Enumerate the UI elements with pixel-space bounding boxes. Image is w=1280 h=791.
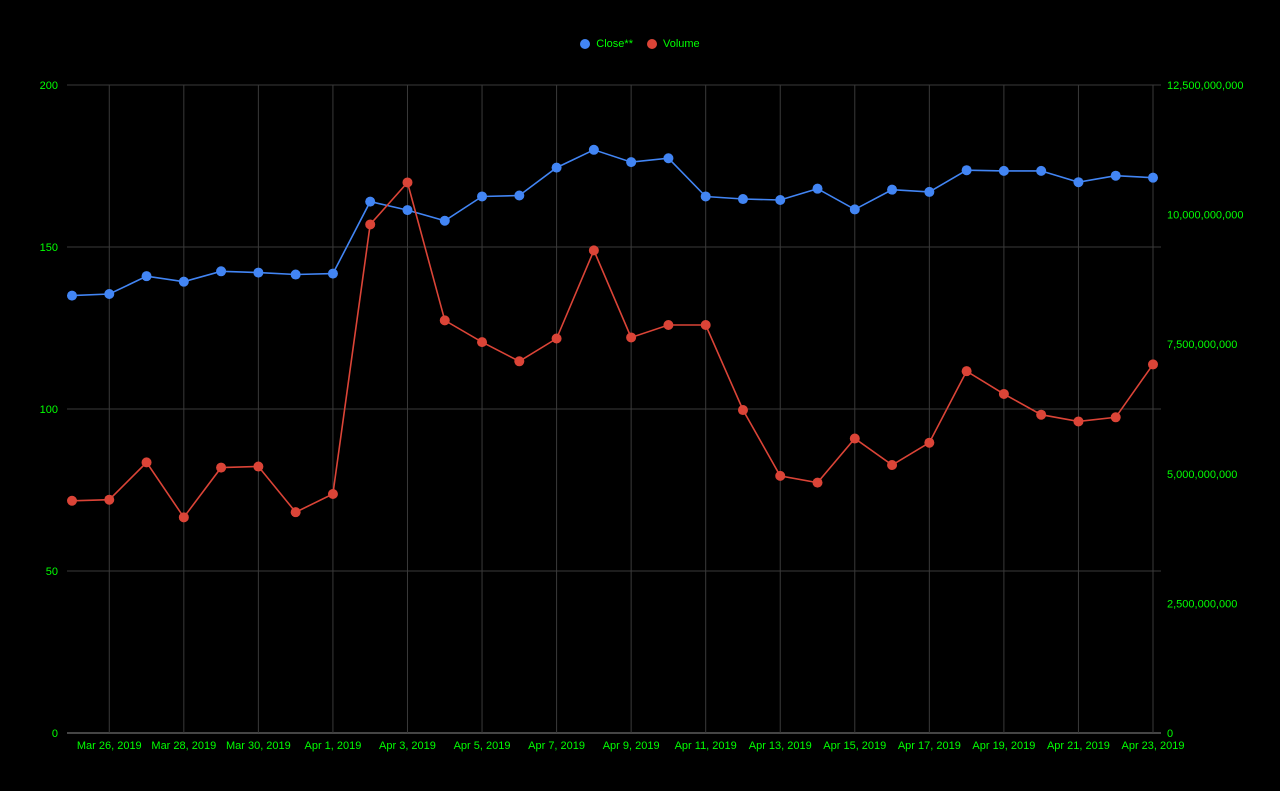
- data-point-volume: [775, 470, 786, 481]
- x-tick-label: Apr 1, 2019: [304, 740, 361, 752]
- data-point-volume: [178, 512, 189, 523]
- x-tick-label: Apr 23, 2019: [1122, 740, 1185, 752]
- data-point-close: [1148, 172, 1158, 183]
- data-point-close: [514, 190, 525, 201]
- x-tick-label: Apr 15, 2019: [823, 740, 886, 752]
- data-point-volume: [216, 462, 227, 473]
- data-point-close: [626, 157, 637, 168]
- x-tick-label: Apr 21, 2019: [1047, 740, 1110, 752]
- data-point-close: [812, 183, 823, 194]
- data-point-volume: [663, 320, 674, 331]
- y-left-tick-label: 0: [52, 728, 58, 740]
- data-point-volume: [961, 366, 972, 377]
- data-point-close: [924, 186, 935, 197]
- data-point-volume: [67, 495, 77, 506]
- data-point-close: [253, 267, 264, 278]
- legend-label-close: Close**: [596, 38, 633, 50]
- data-point-volume: [998, 388, 1009, 399]
- data-point-volume: [588, 245, 599, 256]
- data-point-close: [477, 191, 488, 202]
- data-point-volume: [290, 507, 301, 518]
- legend-item-close[interactable]: Close**: [580, 38, 633, 50]
- data-point-volume: [849, 433, 860, 444]
- data-point-volume: [327, 489, 338, 500]
- data-point-close: [141, 271, 152, 282]
- data-point-volume: [514, 356, 525, 367]
- data-point-volume: [104, 494, 115, 505]
- legend-marker-close: [580, 39, 591, 49]
- data-point-close: [588, 144, 599, 155]
- series-line-volume: [71, 180, 1154, 519]
- data-point-volume: [141, 457, 152, 468]
- data-point-volume: [626, 332, 637, 343]
- data-point-volume: [402, 177, 413, 188]
- legend-label-volume: Volume: [662, 38, 700, 50]
- data-point-close: [961, 165, 972, 176]
- data-point-close: [67, 290, 77, 301]
- data-point-close: [1036, 165, 1047, 176]
- x-tick-label: Apr 13, 2019: [749, 740, 812, 752]
- x-tick-label: Apr 9, 2019: [603, 740, 660, 752]
- data-point-volume: [1148, 359, 1158, 370]
- data-point-volume: [700, 320, 711, 331]
- x-tick-label: Mar 28, 2019: [151, 740, 216, 752]
- y-right-tick-label: 2,500,000,000: [1167, 598, 1237, 610]
- data-point-volume: [1110, 412, 1121, 423]
- data-point-volume: [477, 337, 488, 348]
- data-point-close: [998, 165, 1009, 176]
- data-point-close: [663, 153, 674, 164]
- data-point-close: [402, 205, 413, 216]
- data-point-close: [216, 266, 227, 277]
- data-point-close: [849, 204, 860, 215]
- data-point-volume: [812, 477, 823, 488]
- data-point-volume: [924, 437, 935, 448]
- data-point-volume: [439, 315, 450, 326]
- data-point-close: [104, 288, 115, 299]
- data-point-volume: [1073, 416, 1084, 427]
- data-point-close: [551, 162, 562, 173]
- y-left-tick-label: 100: [40, 404, 58, 416]
- y-right-tick-label: 7,500,000,000: [1167, 339, 1237, 351]
- data-point-close: [1110, 170, 1121, 181]
- y-left-tick-label: 150: [40, 242, 58, 254]
- y-right-tick-label: 0: [1167, 728, 1173, 740]
- y-right-tick-label: 12,500,000,000: [1167, 80, 1243, 92]
- data-point-volume: [365, 219, 376, 230]
- data-point-volume: [737, 405, 748, 416]
- y-left-tick-label: 50: [46, 566, 58, 578]
- x-tick-label: Mar 26, 2019: [77, 740, 142, 752]
- data-point-close: [737, 194, 748, 205]
- x-tick-label: Mar 30, 2019: [226, 740, 291, 752]
- data-point-close: [365, 196, 376, 207]
- data-point-volume: [551, 333, 562, 344]
- data-point-close: [327, 268, 338, 279]
- x-tick-label: Apr 11, 2019: [675, 740, 737, 752]
- data-point-close: [775, 195, 786, 206]
- x-tick-label: Apr 7, 2019: [528, 740, 585, 752]
- data-point-close: [1073, 177, 1084, 188]
- data-point-close: [700, 191, 711, 202]
- data-point-close: [439, 215, 450, 226]
- data-point-close: [887, 184, 898, 195]
- legend: Close** Volume: [0, 38, 1280, 50]
- data-point-close: [178, 276, 189, 287]
- data-point-close: [290, 269, 301, 280]
- x-tick-label: Apr 19, 2019: [972, 740, 1035, 752]
- x-tick-label: Apr 17, 2019: [898, 740, 961, 752]
- data-point-volume: [253, 461, 264, 472]
- y-left-tick-label: 200: [40, 80, 58, 92]
- x-tick-label: Apr 5, 2019: [454, 740, 511, 752]
- data-point-volume: [1036, 409, 1047, 420]
- y-right-tick-label: 10,000,000,000: [1167, 210, 1243, 222]
- y-right-tick-label: 5,000,000,000: [1167, 469, 1237, 481]
- x-tick-label: Apr 3, 2019: [379, 740, 436, 752]
- series-line-close: [71, 148, 1154, 297]
- legend-marker-volume: [646, 39, 657, 49]
- legend-item-volume[interactable]: Volume: [646, 38, 700, 50]
- data-point-volume: [887, 459, 898, 470]
